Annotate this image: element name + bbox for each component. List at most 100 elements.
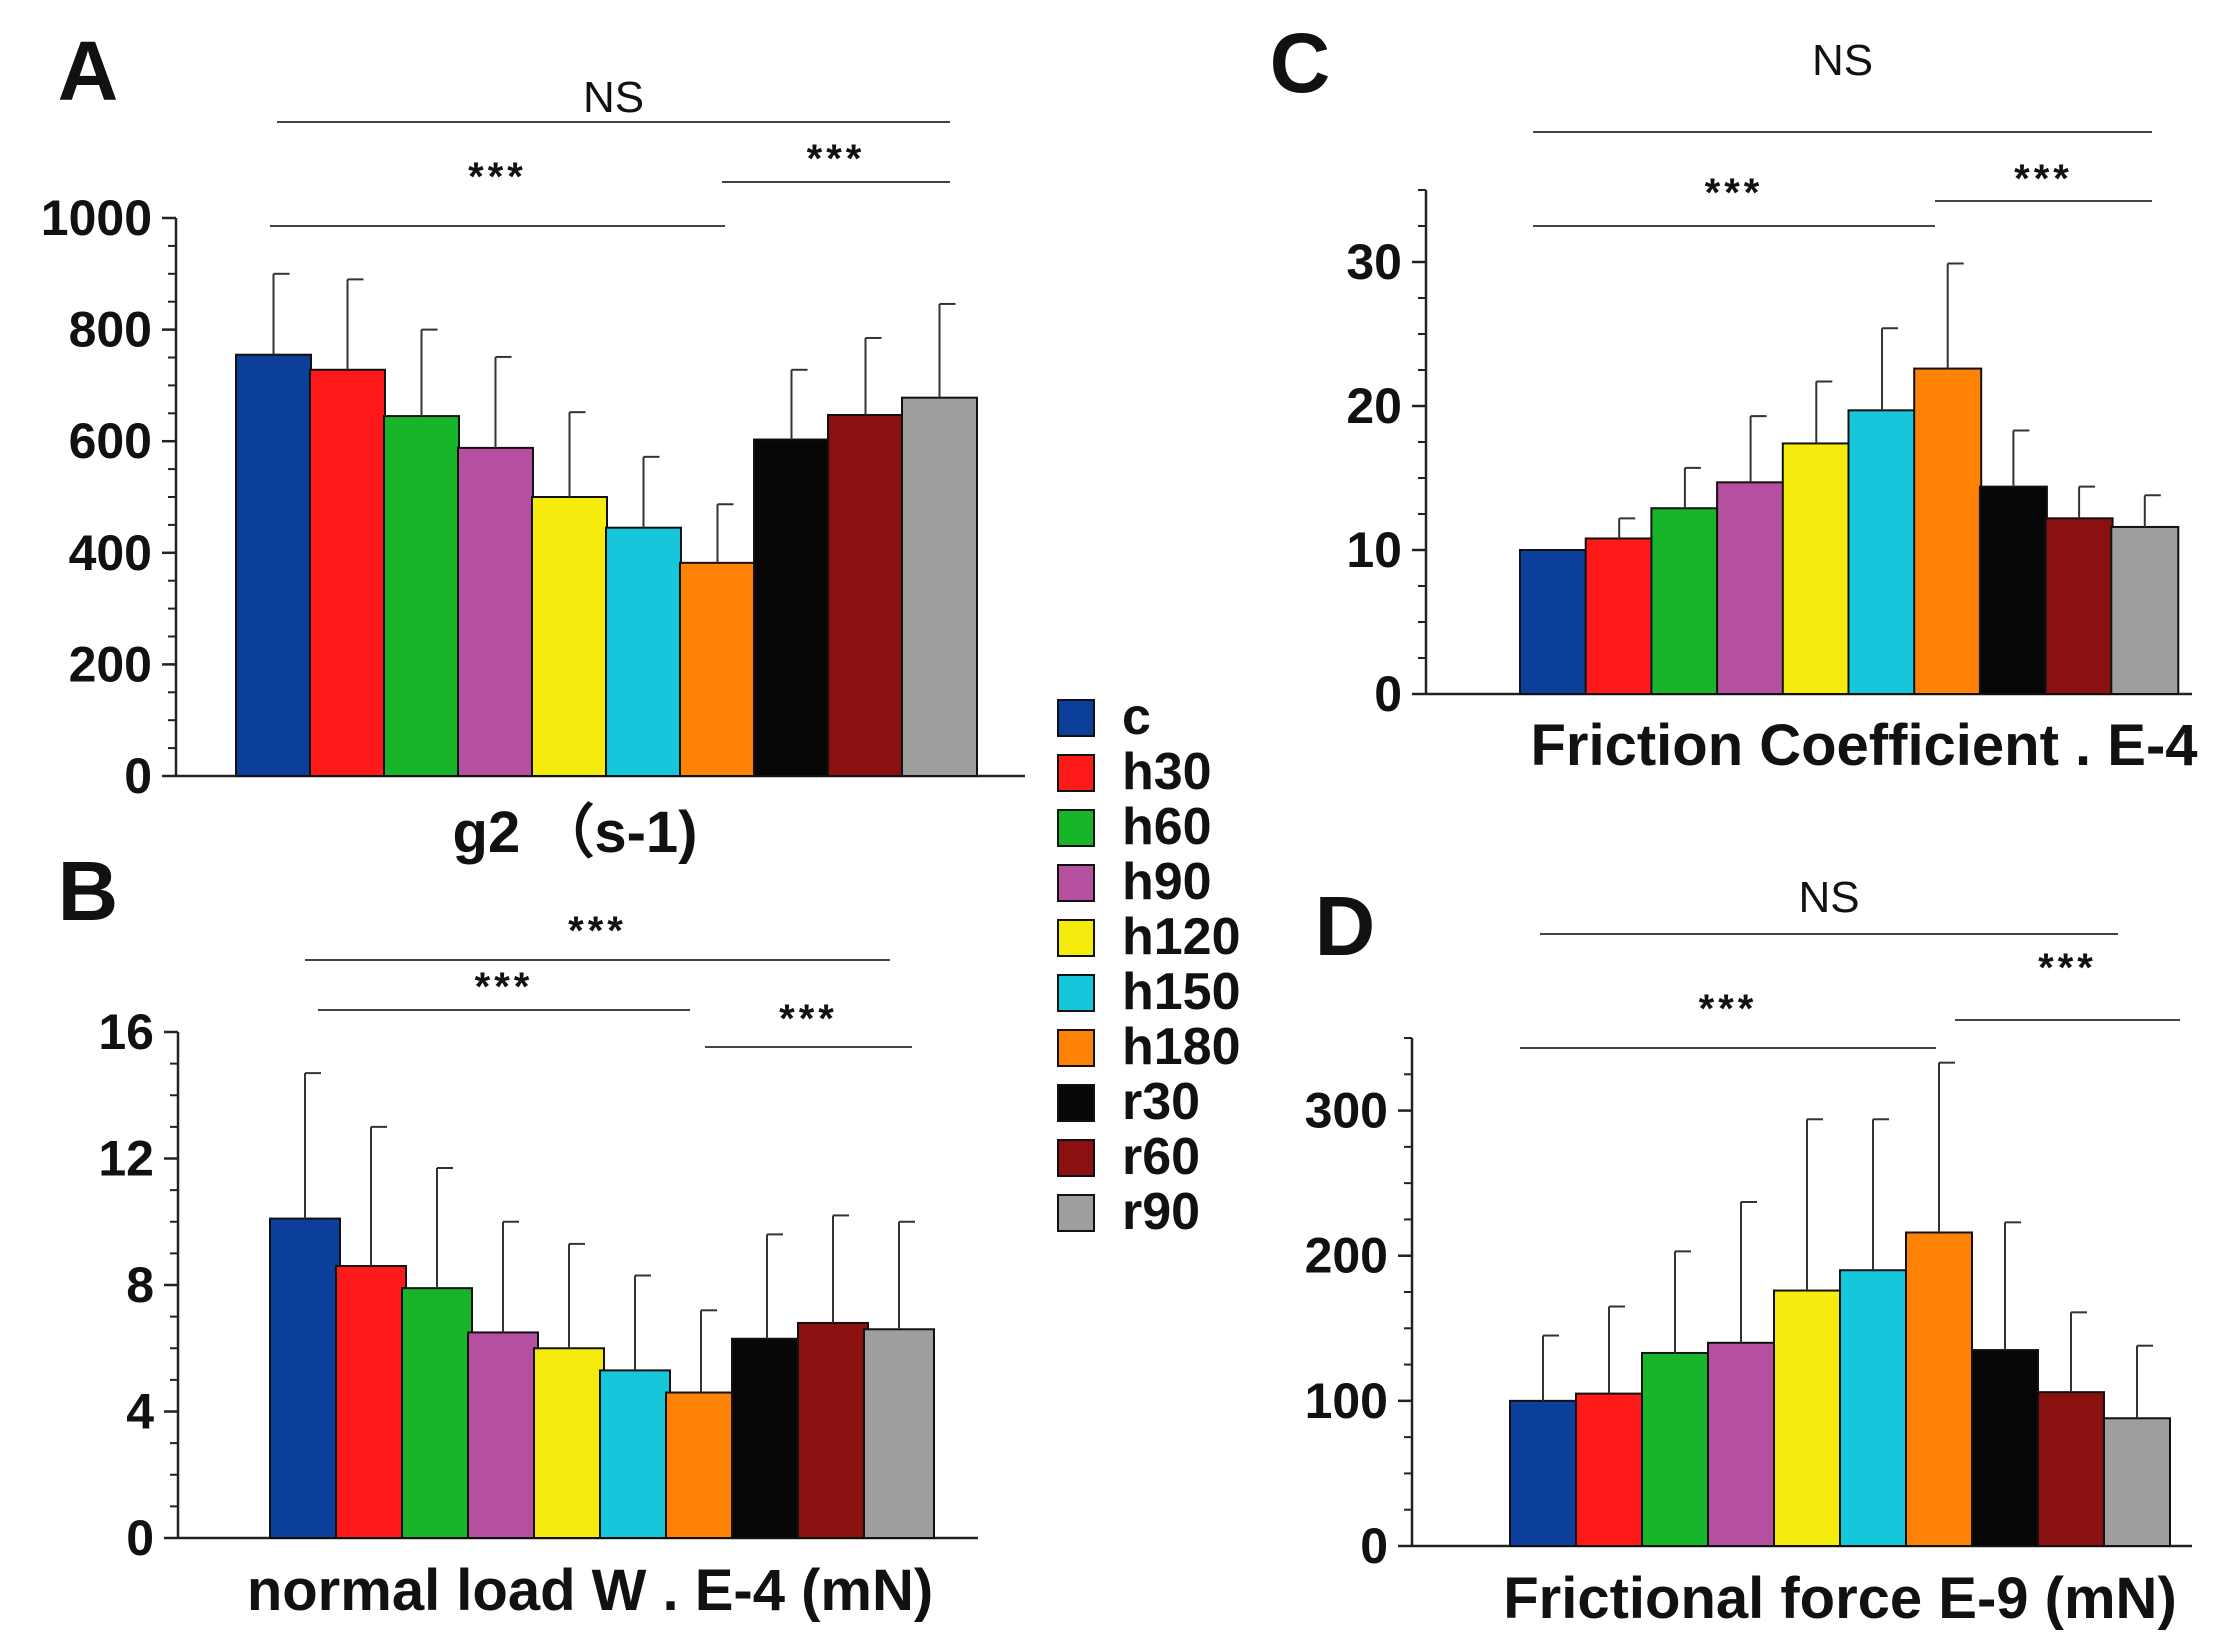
significance-label-d: *** bbox=[1699, 987, 1758, 1031]
x-axis-label-b: normal load W . E-4 (mN) bbox=[247, 1558, 933, 1623]
bar-d-h180 bbox=[1905, 1231, 1973, 1548]
bar-b-h180 bbox=[665, 1391, 737, 1540]
bar-a-h180 bbox=[679, 561, 756, 777]
bar-c-h180 bbox=[1913, 367, 1983, 695]
x-axis-label-c: Friction Coefficient . E-4 bbox=[1530, 713, 2197, 778]
y-tick-label-c: 10 bbox=[1346, 522, 1402, 578]
ns-label-a: NS bbox=[583, 73, 644, 122]
legend-swatch-h30 bbox=[1057, 754, 1095, 792]
legend-label-h180: h180 bbox=[1122, 1018, 1241, 1076]
legend-label-h90: h90 bbox=[1122, 853, 1212, 911]
y-tick-label-a: 800 bbox=[69, 302, 152, 358]
legend-swatch-h180 bbox=[1057, 1029, 1095, 1067]
bar-b-h120 bbox=[533, 1347, 605, 1539]
legend-label-r90: r90 bbox=[1122, 1183, 1200, 1241]
bar-b-r90 bbox=[863, 1328, 935, 1540]
panel-letter-b: B bbox=[58, 844, 119, 938]
bar-a-h120 bbox=[531, 496, 608, 777]
legend-label-r30: r30 bbox=[1122, 1073, 1200, 1131]
bar-b-c bbox=[269, 1217, 341, 1540]
legend-swatch-r30 bbox=[1057, 1084, 1095, 1122]
bar-a-r90 bbox=[901, 396, 978, 777]
legend-swatch-r90 bbox=[1057, 1194, 1095, 1232]
y-tick-label-d: 100 bbox=[1305, 1373, 1388, 1429]
y-tick-label-b: 16 bbox=[98, 1004, 154, 1060]
y-tick-label-b: 8 bbox=[126, 1257, 154, 1313]
bar-d-r60 bbox=[2037, 1391, 2105, 1547]
y-tick-label-b: 4 bbox=[126, 1384, 154, 1440]
y-tick-label-b: 12 bbox=[98, 1131, 154, 1187]
bar-c-h120 bbox=[1781, 442, 1851, 695]
y-tick-label-c: 0 bbox=[1374, 666, 1402, 722]
legend-label-c: c bbox=[1122, 688, 1151, 746]
bar-c-h60 bbox=[1650, 507, 1720, 695]
legend-swatch-h120 bbox=[1057, 919, 1095, 957]
bar-a-c bbox=[235, 353, 312, 777]
panel-letter-a: A bbox=[58, 24, 119, 118]
bar-a-h30 bbox=[309, 368, 386, 777]
legend-swatch-c bbox=[1057, 699, 1095, 737]
bar-d-h120 bbox=[1773, 1289, 1841, 1548]
x-axis-label-a: g2 （s-1) bbox=[453, 800, 698, 865]
panel-c: C 0 10 20 30 Friction Coefficient . E-4 NS *** *… bbox=[1270, 16, 2198, 778]
bar-b-r60 bbox=[797, 1321, 869, 1539]
significance-label-b: *** bbox=[475, 965, 534, 1009]
bar-d-h60 bbox=[1641, 1351, 1709, 1547]
bar-b-h150 bbox=[599, 1369, 671, 1539]
significance-label-c: *** bbox=[2014, 157, 2073, 201]
bar-d-h150 bbox=[1839, 1269, 1907, 1547]
bar-a-r60 bbox=[827, 413, 904, 777]
bar-d-r90 bbox=[2103, 1417, 2171, 1548]
bar-b-r30 bbox=[731, 1337, 803, 1539]
bar-a-h90 bbox=[457, 446, 534, 777]
panel-b: B 0 4 8 12 16 normal load W . E-4 (mN) *** *** **… bbox=[58, 844, 978, 1623]
legend-label-h30: h30 bbox=[1122, 743, 1212, 801]
y-tick-label-d: 300 bbox=[1305, 1083, 1388, 1139]
y-tick-label-d: 200 bbox=[1305, 1228, 1388, 1284]
significance-label-a: *** bbox=[468, 155, 527, 199]
y-tick-label-a: 1000 bbox=[41, 190, 152, 246]
ns-label-c: NS bbox=[1812, 36, 1873, 85]
panel-letter-c: C bbox=[1270, 16, 1331, 110]
legend-label-h60: h60 bbox=[1122, 798, 1212, 856]
bar-c-h30 bbox=[1584, 537, 1654, 695]
legend-label-h120: h120 bbox=[1122, 908, 1241, 966]
bar-d-c bbox=[1509, 1399, 1577, 1548]
x-axis-label-d: Frictional force E-9 (mN) bbox=[1503, 1566, 2177, 1631]
y-tick-label-c: 30 bbox=[1346, 234, 1402, 290]
significance-label-d: *** bbox=[2038, 946, 2097, 990]
y-tick-label-b: 0 bbox=[126, 1510, 154, 1566]
ns-label-d: NS bbox=[1798, 873, 1859, 922]
bar-c-h90 bbox=[1716, 481, 1786, 695]
significance-label-b: *** bbox=[779, 997, 838, 1041]
bar-d-r30 bbox=[1971, 1349, 2039, 1547]
panel-a: A 0 200 400 600 800 1000 g2 （s-1) NS *** *** bbox=[41, 24, 1025, 865]
bar-c-r90 bbox=[2110, 525, 2180, 696]
bar-a-h150 bbox=[605, 526, 682, 777]
y-tick-label-d: 0 bbox=[1360, 1518, 1388, 1574]
bar-a-r30 bbox=[753, 438, 830, 777]
significance-label-b: *** bbox=[568, 909, 627, 953]
legend-swatch-h90 bbox=[1057, 864, 1095, 902]
y-tick-label-a: 0 bbox=[124, 748, 152, 804]
legend-label-r60: r60 bbox=[1122, 1128, 1200, 1186]
bar-b-h90 bbox=[467, 1331, 539, 1539]
significance-label-c: *** bbox=[1705, 171, 1764, 215]
significance-label-a: *** bbox=[807, 137, 866, 181]
bar-d-h90 bbox=[1707, 1341, 1775, 1548]
bar-c-r30 bbox=[1978, 485, 2048, 696]
bar-b-h30 bbox=[335, 1265, 407, 1540]
bar-d-h30 bbox=[1575, 1392, 1643, 1547]
bar-a-h60 bbox=[383, 415, 460, 777]
y-tick-label-a: 200 bbox=[69, 636, 152, 692]
legend-swatch-h60 bbox=[1057, 809, 1095, 847]
panel-letter-d: D bbox=[1315, 879, 1376, 973]
y-tick-label-c: 20 bbox=[1346, 378, 1402, 434]
legend-swatch-r60 bbox=[1057, 1139, 1095, 1177]
bar-b-h60 bbox=[401, 1287, 473, 1539]
panel-d: D 0 100 200 300 Frictional force E-9 (mN) NS **… bbox=[1305, 873, 2192, 1631]
y-tick-label-a: 400 bbox=[69, 525, 152, 581]
